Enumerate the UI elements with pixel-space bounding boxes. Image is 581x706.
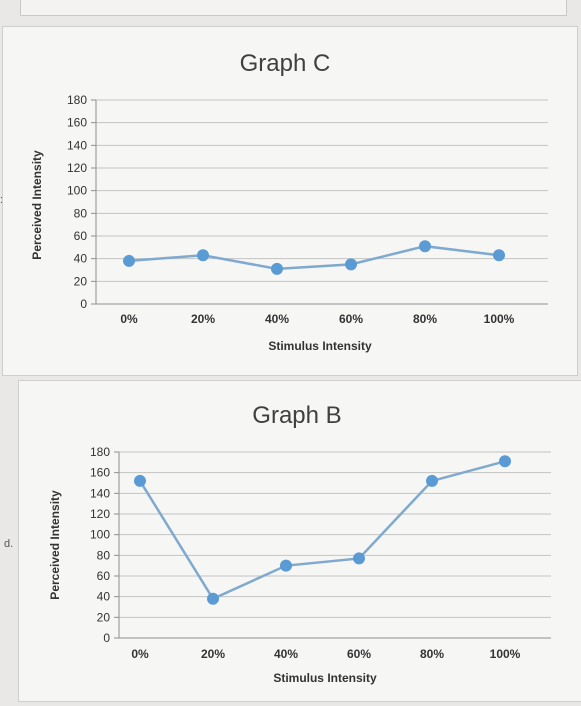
graph-c-panel: Graph C 0 20 40 60 80 100 120 140 160 180 0% 20% 40% 6… — [2, 26, 578, 376]
x-axis-label: Stimulus Intensity — [268, 339, 372, 353]
x-tick-label: 80% — [413, 312, 437, 326]
data-point — [197, 249, 209, 262]
graph-c-chart: Graph C 0 20 40 60 80 100 120 140 160 180 0% 20% 40% 6… — [30, 50, 548, 353]
graph-b-panel: Graph B 0 20 40 60 80 100 120 140 160 180 0% 20% 40% 6… — [18, 380, 581, 702]
y-tick-label: 140 — [90, 486, 110, 500]
data-point — [271, 262, 283, 275]
margin-mark-c: : — [0, 194, 3, 206]
y-tick-label: 100 — [90, 528, 110, 542]
y-tick-label: 60 — [97, 569, 111, 583]
data-point — [353, 552, 365, 565]
y-tick-label: 40 — [97, 590, 111, 604]
x-axis-label: Stimulus Intensity — [273, 671, 377, 685]
x-tick-label: 100% — [484, 312, 515, 326]
y-tick-label: 20 — [74, 274, 88, 288]
y-tick-label: 0 — [80, 297, 87, 311]
data-point — [345, 258, 357, 271]
x-tick-label: 20% — [201, 647, 225, 661]
data-point — [134, 474, 146, 487]
x-tick-label: 60% — [347, 647, 371, 661]
y-tick-label: 120 — [67, 161, 87, 175]
y-tick-label: 80 — [74, 206, 88, 220]
x-tick-label: 80% — [420, 647, 444, 661]
data-point — [123, 254, 135, 267]
data-point — [493, 249, 505, 262]
y-tick-label: 80 — [97, 548, 111, 562]
data-point — [207, 592, 219, 605]
series-line — [128, 244, 500, 271]
y-tick-label: 40 — [74, 252, 88, 266]
y-tick-label: 100 — [67, 184, 87, 198]
data-point — [280, 559, 292, 572]
y-axis-label: Perceived Intensity — [30, 150, 44, 260]
y-tick-label: 120 — [90, 507, 110, 521]
chart-title: Graph B — [252, 402, 341, 429]
y-tick-label: 0 — [103, 631, 110, 645]
y-tick-label: 160 — [67, 116, 87, 130]
previous-panel-edge — [20, 0, 567, 16]
y-tick-label: 180 — [90, 445, 110, 459]
x-tick-label: 100% — [490, 647, 521, 661]
x-tick-label: 0% — [131, 647, 149, 661]
y-tick-label: 180 — [67, 93, 87, 107]
chart-title: Graph C — [240, 50, 331, 77]
margin-mark-d: d. — [4, 538, 14, 550]
data-point — [426, 474, 438, 487]
series-line — [138, 460, 506, 601]
graph-b-chart: Graph B 0 20 40 60 80 100 120 140 160 180 0% 20% 40% 6… — [48, 402, 551, 685]
y-tick-label: 160 — [90, 466, 110, 480]
x-tick-label: 20% — [191, 312, 215, 326]
y-tick-label: 140 — [67, 138, 87, 152]
x-tick-label: 40% — [265, 312, 289, 326]
data-point — [499, 455, 511, 468]
y-tick-label: 20 — [97, 610, 111, 624]
x-tick-label: 40% — [274, 647, 298, 661]
x-tick-label: 0% — [120, 312, 138, 326]
y-tick-label: 60 — [74, 229, 88, 243]
y-axis-label: Perceived Intensity — [48, 490, 62, 600]
x-tick-label: 60% — [339, 312, 363, 326]
data-point — [419, 240, 431, 253]
